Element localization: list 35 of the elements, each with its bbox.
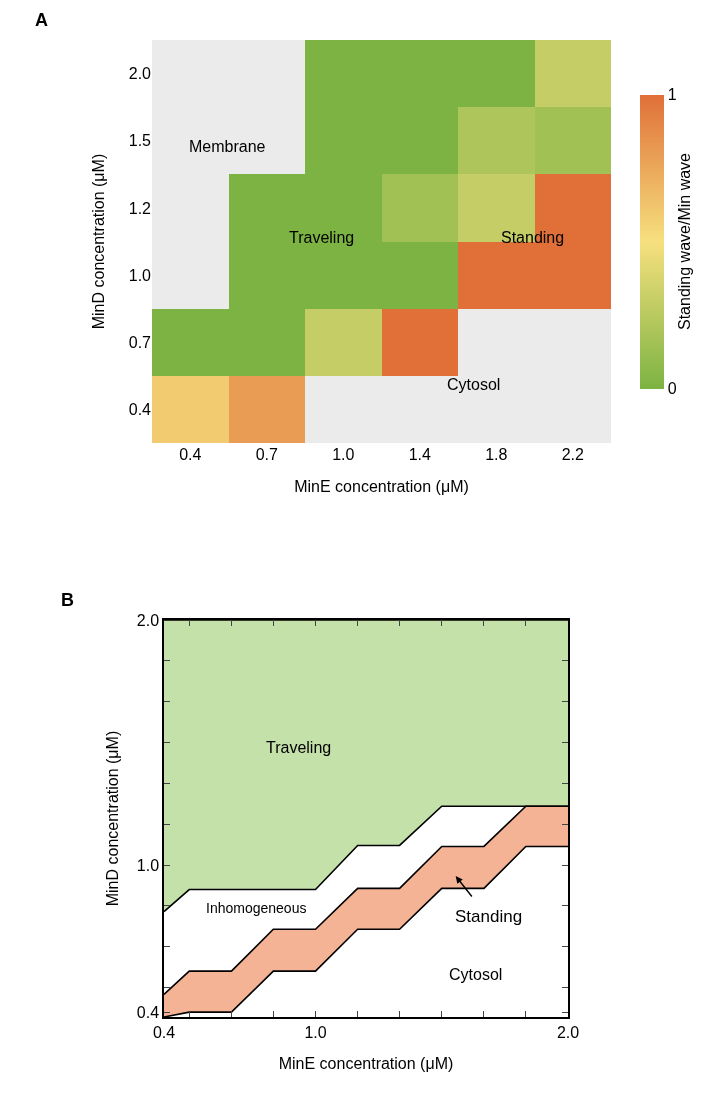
- x-tick-label: 0.4: [152, 1023, 176, 1041]
- annotation: Standing: [501, 229, 565, 246]
- color-bar-title: Standing wave/Min wave: [676, 152, 694, 330]
- annotation: Cytosol: [447, 376, 501, 393]
- color-bar-label: 0: [667, 380, 677, 398]
- y-tick-label: 2.0: [128, 65, 152, 83]
- text: B: [61, 590, 74, 610]
- x-axis-title: MinE concentration (μM): [294, 477, 469, 495]
- x-tick-label: 1.0: [332, 446, 355, 463]
- y-tick-label: 2.0: [136, 611, 160, 629]
- x-tick-label: 1.0: [304, 1023, 327, 1041]
- x-tick-label: 0.4: [179, 446, 202, 463]
- annotation: Cytosol: [449, 966, 503, 983]
- text: A: [35, 10, 48, 30]
- y-tick-label: 1.0: [136, 856, 160, 874]
- y-tick-label: 0.4: [136, 1003, 160, 1021]
- annotation: Standing: [455, 907, 523, 926]
- y-tick-label: 1.0: [128, 266, 152, 284]
- x-axis-title: MinE concentration (μM): [278, 1055, 454, 1073]
- annotation: Inhomogeneous: [206, 900, 307, 916]
- x-tick-label: 0.7: [255, 446, 278, 463]
- x-tick-label: 1.8: [485, 446, 508, 463]
- y-tick-label: 0.4: [128, 401, 152, 419]
- x-tick-label: 2.2: [561, 446, 584, 463]
- y-axis-title: MinD concentration (μM): [104, 730, 122, 907]
- x-tick-label: 2.0: [556, 1023, 580, 1041]
- y-tick-label: 1.2: [128, 199, 152, 217]
- y-axis-title: MinD concentration (μM): [89, 153, 107, 330]
- color-bar-label: 1: [667, 86, 677, 104]
- annotation: Traveling: [289, 229, 355, 246]
- y-tick-label: 0.7: [128, 333, 152, 351]
- x-tick-label: 1.4: [408, 446, 431, 463]
- annotation: Membrane: [189, 138, 266, 155]
- annotation: Traveling: [266, 739, 332, 756]
- y-tick-label: 1.5: [128, 132, 152, 150]
